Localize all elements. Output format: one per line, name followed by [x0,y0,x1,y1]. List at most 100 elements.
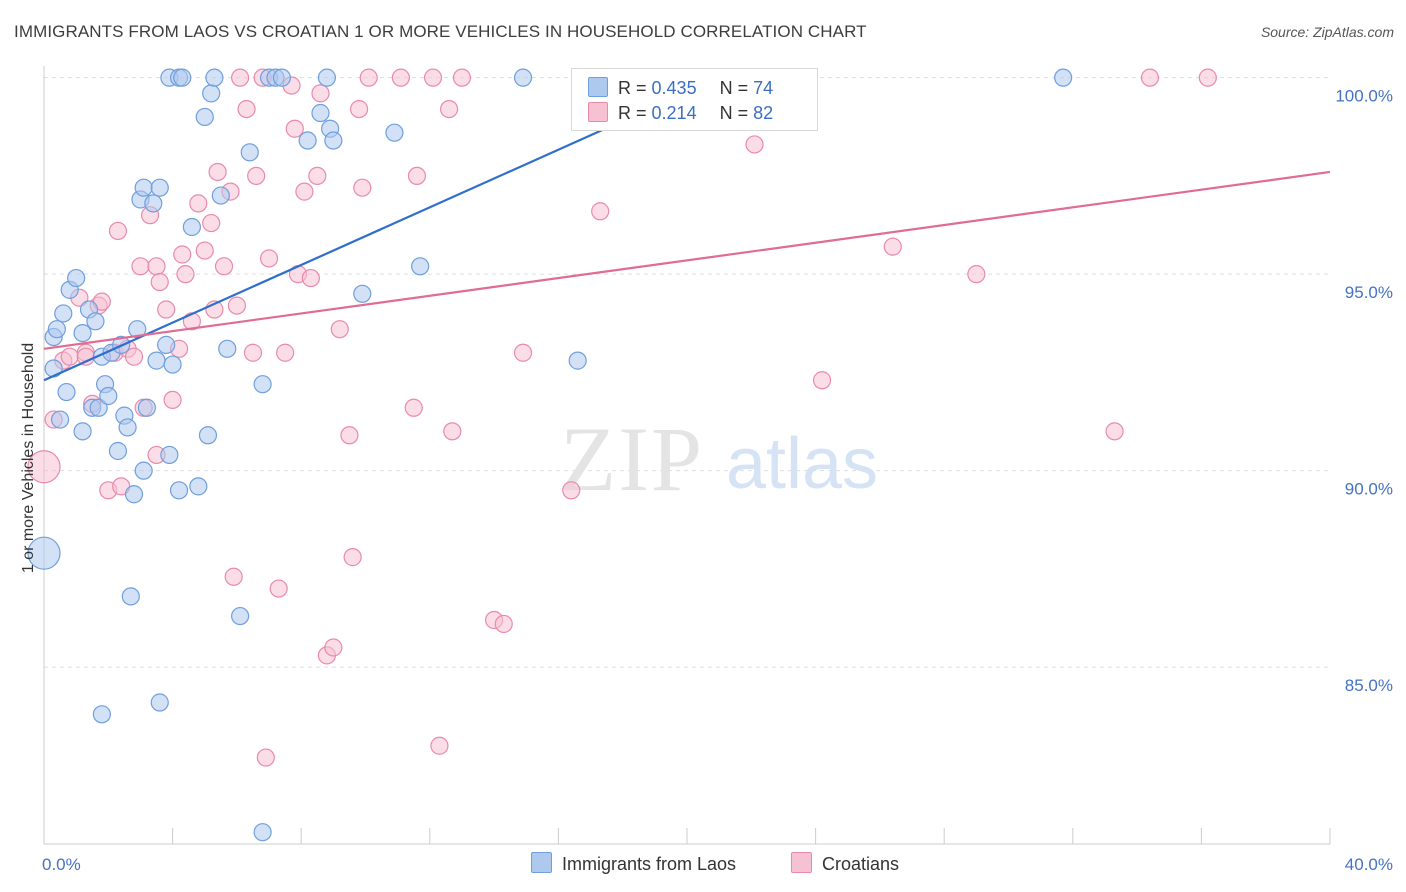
n-label: N = [719,103,749,123]
data-point [295,182,314,201]
legend-item-croatians: Croatians [791,852,899,875]
data-point [385,123,404,142]
data-point [317,68,337,87]
legend-label: Croatians [822,854,900,874]
data-point [240,143,259,162]
data-point [195,241,214,260]
x-tick-labels: 0.0% 40.0% [42,855,1393,874]
data-point [198,426,218,445]
data-point [124,485,144,504]
data-point [224,567,243,586]
data-point [439,99,459,119]
legend-item-laos: Immigrants from Laos [531,852,736,875]
data-point [308,166,327,185]
data-point [1140,68,1160,87]
y-tick-label: 85.0% [1345,676,1393,695]
data-point [218,339,237,358]
data-point [73,324,92,343]
data-point [883,237,902,256]
data-point [272,68,292,87]
data-point [269,579,288,598]
data-point [92,705,111,724]
data-point [108,221,128,241]
data-point [169,481,189,500]
data-point [494,614,513,634]
data-point [298,131,317,150]
data-point [247,166,266,185]
y-tick-labels: 100.0% 95.0% 90.0% 85.0% [1335,87,1393,696]
data-point [86,312,105,331]
data-point [430,736,449,755]
data-point [147,351,166,370]
croatians-swatch [588,102,608,122]
data-point [47,320,66,339]
n-value: 82 [753,103,774,123]
data-point [57,382,76,402]
r-value: 0.214 [651,103,697,123]
data-point [54,304,73,323]
data-point [1054,68,1073,87]
data-point [359,68,378,87]
data-point [1198,68,1217,87]
data-point [195,107,214,127]
data-point [967,265,986,284]
data-point [131,257,150,276]
data-point [89,398,108,417]
data-point [237,99,256,119]
data-point [27,536,61,570]
data-point [118,418,137,437]
data-point [1105,422,1124,441]
data-point [150,178,169,197]
data-point [411,257,430,276]
data-point [276,343,295,362]
data-point [324,131,343,150]
data-point [231,68,250,87]
legend-label: Immigrants from Laos [562,854,737,874]
data-point [562,481,581,500]
data-point [214,257,234,276]
data-point [27,450,61,484]
data-point [173,245,192,264]
data-point [176,265,195,284]
y-tick-label: 100.0% [1335,87,1393,106]
data-point [60,347,79,366]
data-point [189,477,208,496]
stats-legend-row-croatians: R = 0.214 N = 82 [588,102,773,126]
x-tick-label: 0.0% [42,855,81,874]
y-tick-label: 95.0% [1345,283,1393,302]
data-point [253,375,272,394]
data-point [513,68,533,87]
data-point [591,202,610,221]
data-point [311,103,330,123]
data-point [99,386,118,406]
watermark-atlas: atlas [726,424,878,504]
laos-swatch [588,77,608,97]
data-point [134,178,153,197]
data-point [340,426,359,445]
data-point [157,335,176,354]
data-point [202,84,221,103]
data-point [73,422,92,441]
data-point [311,84,330,103]
stats-legend-row-laos: R = 0.435 N = 74 [588,77,773,101]
data-point [227,296,246,315]
r-label: R = [618,103,647,123]
data-point [144,194,163,213]
y-tick-label: 90.0% [1345,480,1393,499]
data-point [137,398,156,417]
data-point [50,410,70,429]
data-point [147,257,166,276]
data-point [150,272,169,292]
data-point [301,268,320,288]
data-point [443,422,462,441]
data-point [452,68,472,87]
n-label: N = [719,78,749,98]
data-point [231,606,250,626]
data-point [404,398,423,417]
laos-legend-swatch [531,852,552,873]
data-point [256,748,275,767]
data-point [108,441,128,461]
r-label: R = [618,78,647,98]
data-point [124,347,144,366]
laos-points [27,68,1073,842]
